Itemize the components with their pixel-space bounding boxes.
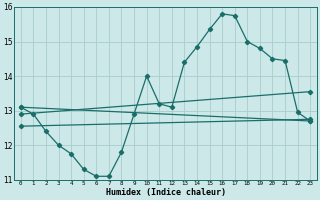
X-axis label: Humidex (Indice chaleur): Humidex (Indice chaleur) [106, 188, 226, 197]
